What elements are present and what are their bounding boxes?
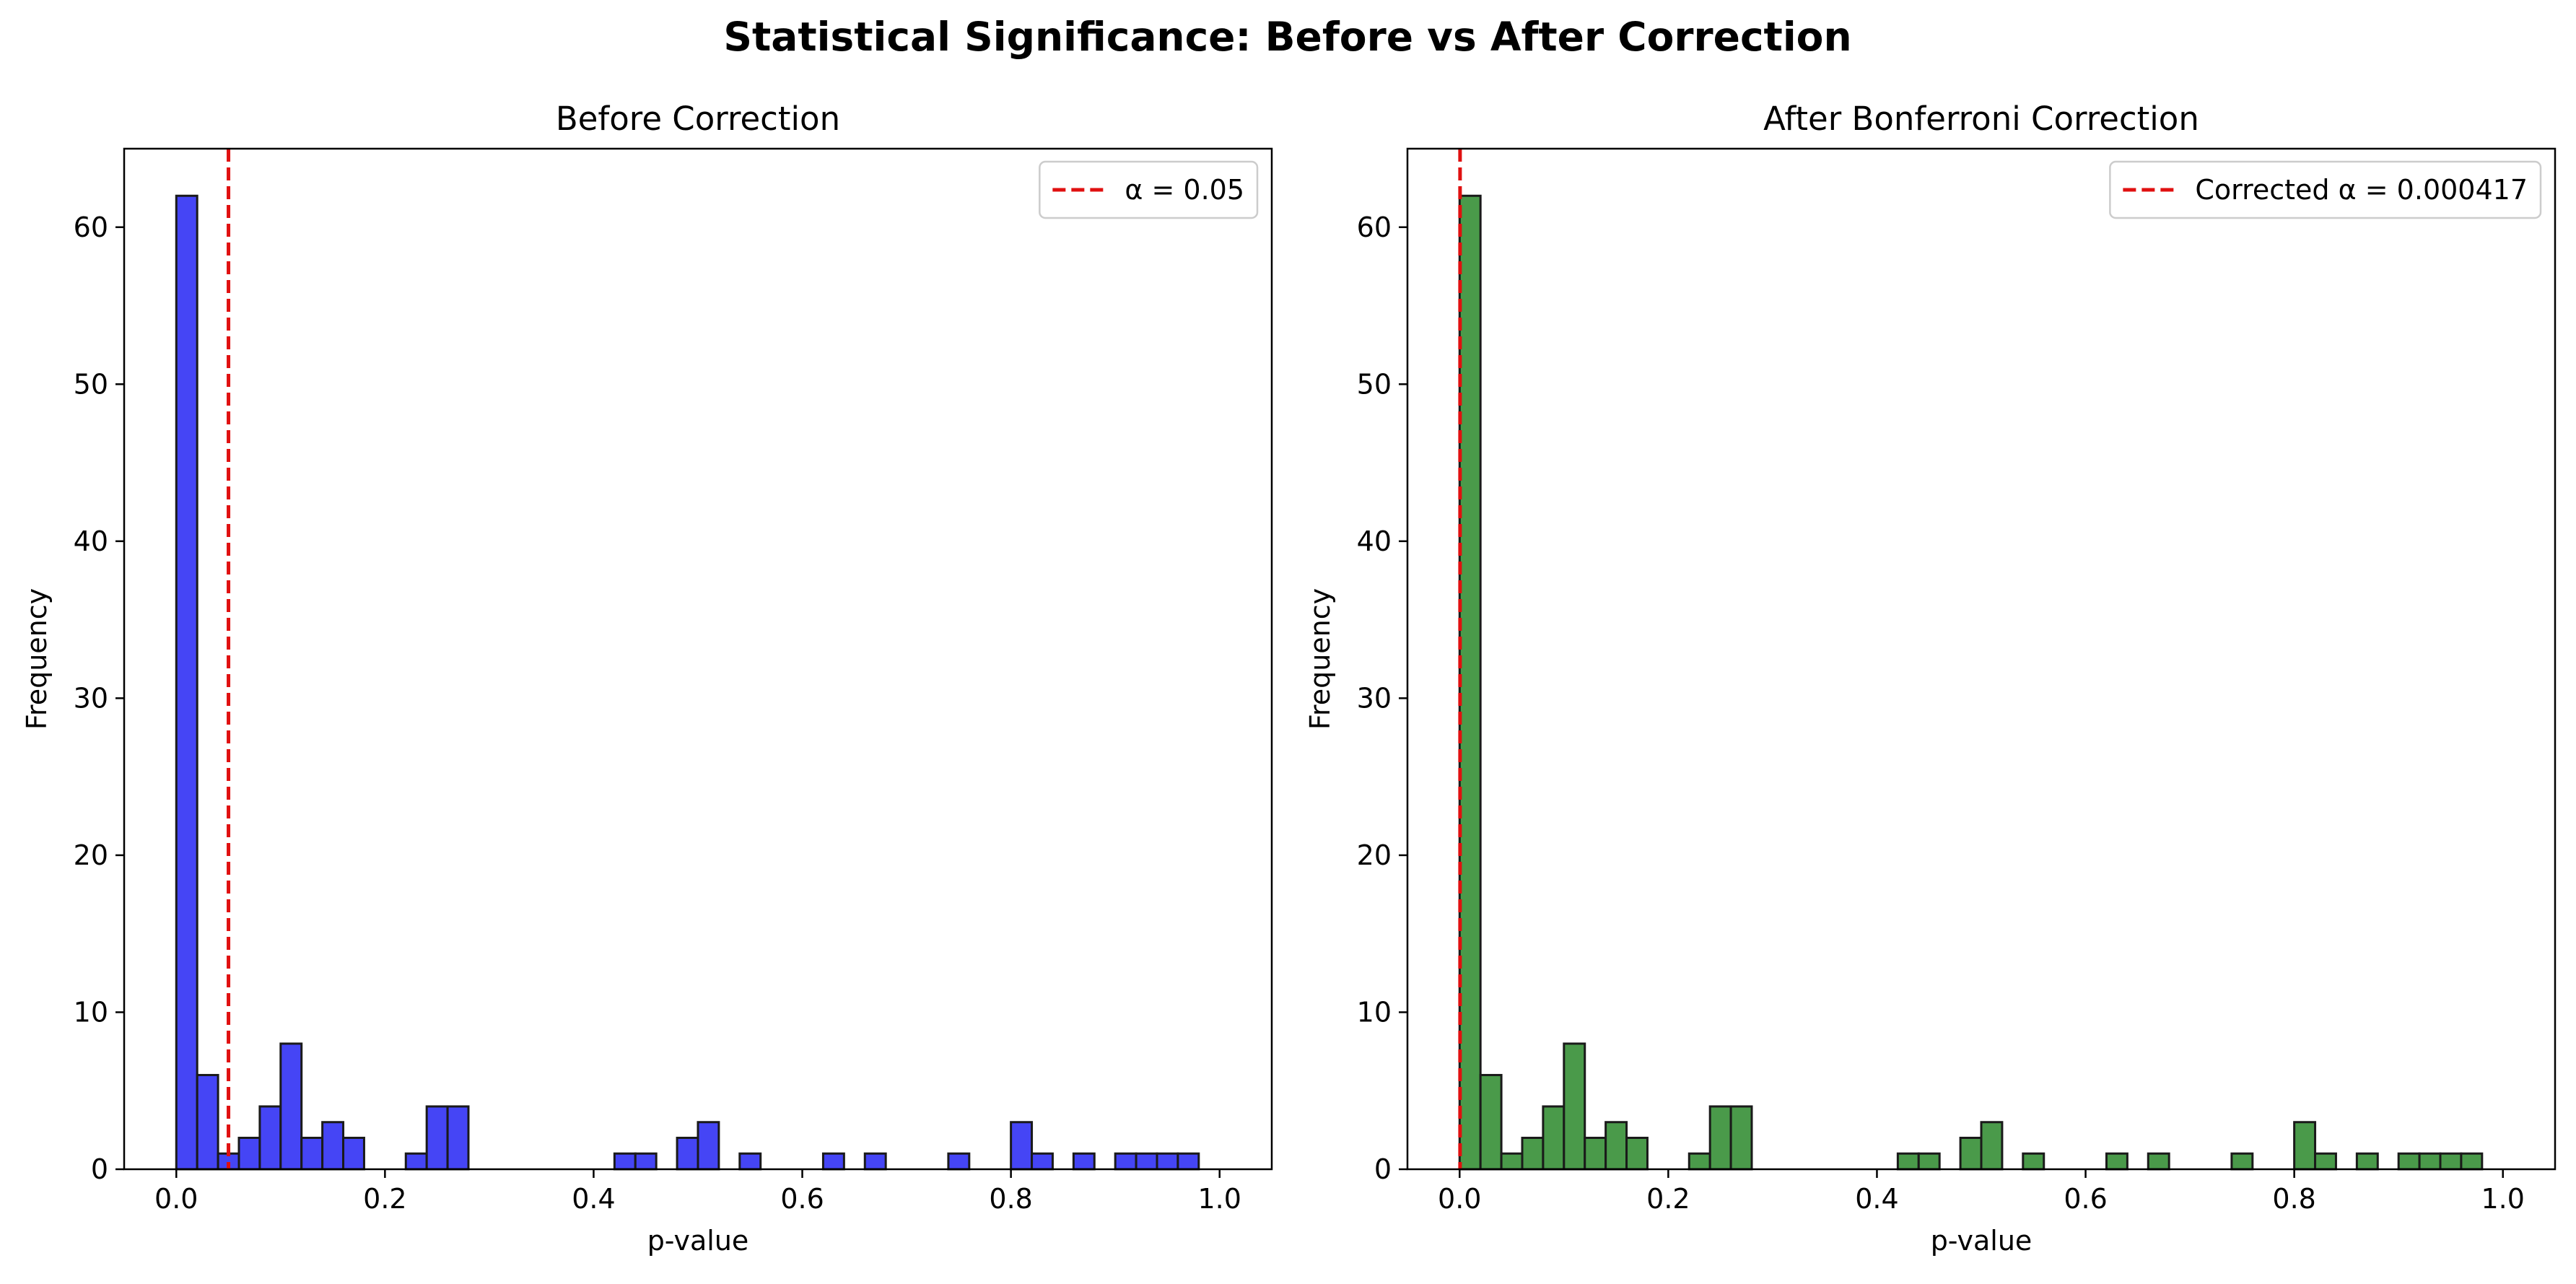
before-ytick-label: 50: [74, 368, 108, 400]
after-bar: [2314, 1152, 2337, 1171]
after-bar: [1959, 1136, 1983, 1171]
before-xtick-label: 0.4: [572, 1183, 615, 1215]
after-bar: [1584, 1136, 1607, 1171]
before-bar: [1114, 1152, 1138, 1171]
before-ytick-label: 0: [91, 1153, 108, 1185]
before-bar: [821, 1152, 845, 1171]
before-bar: [738, 1152, 762, 1171]
before-xtick-label: 0.0: [154, 1183, 198, 1215]
after-axes-frame: [1406, 147, 2557, 1171]
before-bar: [258, 1105, 282, 1171]
before-bar: [175, 194, 198, 1171]
before-ytick-label: 40: [74, 525, 108, 557]
before-bar: [237, 1136, 261, 1171]
before-ytick-label: 20: [74, 839, 108, 871]
after-ytick-label: 30: [1357, 682, 1392, 714]
before-ytick-label: 10: [74, 996, 108, 1028]
after-bar: [1521, 1136, 1545, 1171]
before-bar: [300, 1136, 324, 1171]
after-ytick-label: 60: [1357, 211, 1392, 243]
after-bar: [1729, 1105, 1753, 1171]
before-legend-box: [1039, 160, 1259, 219]
histogram-after-correction: 0.0 0.2 0.4 0.6 0.8 1.0 0 10 20 30 40 50 60 After Bon…: [1304, 100, 2557, 1257]
after-bar: [1500, 1152, 1524, 1171]
after-bar: [1625, 1136, 1649, 1171]
after-legend: Corrected α = 0.000417: [2109, 160, 2542, 219]
before-bar: [321, 1121, 345, 1171]
after-xtick-label: 0.4: [1855, 1183, 1898, 1215]
before-xtick-label: 0.8: [989, 1183, 1032, 1215]
before-bar: [342, 1136, 365, 1171]
before-bar: [634, 1152, 658, 1171]
after-bar: [1708, 1105, 1732, 1171]
before-bar: [446, 1105, 470, 1171]
before-ytick-label: 30: [74, 682, 108, 714]
after-bar: [1479, 1073, 1503, 1171]
after-axes-title: After Bonferroni Correction: [1763, 100, 2199, 138]
before-legend-label: α = 0.05: [1125, 174, 1244, 206]
before-xaxis-label: p-value: [647, 1225, 749, 1257]
after-bar: [2147, 1152, 2170, 1171]
after-ytick-label: 10: [1357, 996, 1392, 1028]
before-bars: [175, 194, 1200, 1171]
before-bar: [1156, 1152, 1179, 1171]
before-bar: [1135, 1152, 1158, 1171]
before-axes-frame: [123, 147, 1273, 1171]
after-legend-label: Corrected α = 0.000417: [2195, 174, 2528, 206]
after-bar: [1542, 1105, 1566, 1171]
before-bar: [676, 1136, 699, 1171]
after-bar: [2105, 1152, 2129, 1171]
after-xaxis-label: p-value: [1931, 1225, 2033, 1257]
figure-title: Statistical Significance: Before vs Afte…: [723, 14, 1851, 60]
after-bar: [2418, 1152, 2442, 1171]
before-bar: [425, 1105, 449, 1171]
before-bar: [863, 1152, 887, 1171]
after-bar: [1688, 1152, 1711, 1171]
after-bar: [1563, 1042, 1586, 1171]
after-yaxis-label: Frequency: [1304, 588, 1336, 730]
after-bar: [1980, 1121, 2004, 1171]
after-ytick-label: 50: [1357, 368, 1392, 400]
after-bars: [1458, 194, 2484, 1171]
after-ytick-label: 20: [1357, 839, 1392, 871]
after-bar: [2355, 1152, 2379, 1171]
after-xtick-label: 0.0: [1438, 1183, 1481, 1215]
before-xtick-label: 1.0: [1198, 1183, 1241, 1215]
before-bar: [1031, 1152, 1054, 1171]
before-bar: [1072, 1152, 1096, 1171]
before-bar: [1176, 1152, 1200, 1171]
after-bar: [2439, 1152, 2463, 1171]
before-yaxis-label: Frequency: [21, 588, 53, 730]
before-ytick-label: 60: [74, 211, 108, 243]
after-bar: [2397, 1152, 2421, 1171]
after-bar: [2293, 1121, 2317, 1171]
histogram-before-correction: 0.0 0.2 0.4 0.6 0.8 1.0 0 10 20 30 40 50 60 Before Co…: [21, 100, 1273, 1257]
before-bar: [279, 1042, 303, 1171]
after-xtick-label: 0.6: [2064, 1183, 2107, 1215]
after-bar: [1896, 1152, 1920, 1171]
after-ytick-label: 40: [1357, 525, 1392, 557]
before-bar: [1010, 1121, 1034, 1171]
after-bar: [1917, 1152, 1941, 1171]
after-bar: [1458, 194, 1482, 1171]
before-axes-title: Before Correction: [556, 100, 840, 138]
before-bar: [404, 1152, 428, 1171]
after-bar: [1604, 1121, 1628, 1171]
before-bar: [613, 1152, 637, 1171]
after-xtick-label: 1.0: [2481, 1183, 2525, 1215]
after-bar: [2460, 1152, 2484, 1171]
before-bar: [697, 1121, 720, 1171]
before-legend: α = 0.05: [1039, 160, 1259, 219]
after-bar: [2230, 1152, 2254, 1171]
after-legend-box: [2109, 160, 2542, 219]
after-ytick-label: 0: [1374, 1153, 1392, 1185]
after-xtick-label: 0.8: [2272, 1183, 2315, 1215]
after-bar: [2022, 1152, 2045, 1171]
before-xtick-label: 0.2: [363, 1183, 406, 1215]
before-bar: [947, 1152, 971, 1171]
before-bar: [196, 1073, 219, 1171]
after-xtick-label: 0.2: [1646, 1183, 1690, 1215]
before-xtick-label: 0.6: [780, 1183, 824, 1215]
